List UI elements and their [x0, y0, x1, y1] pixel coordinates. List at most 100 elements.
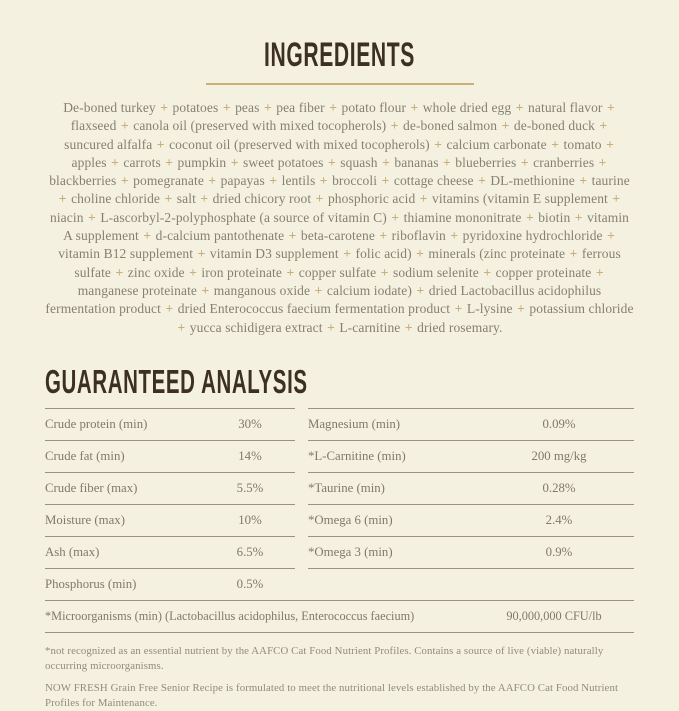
nutrient-label: Crude fiber (max): [45, 480, 138, 495]
plus-separator: +: [120, 118, 129, 134]
plus-separator: +: [230, 154, 239, 170]
title-underline-rule: [205, 83, 474, 85]
nutrient-value: 0.9%: [545, 544, 573, 559]
plus-separator: +: [165, 301, 174, 317]
plus-separator: +: [390, 118, 399, 134]
plus-separator: +: [177, 319, 186, 335]
plus-separator: +: [416, 246, 424, 262]
plus-separator: +: [606, 136, 614, 152]
nutrient-label: Phosphorus (min): [45, 576, 137, 591]
plus-separator: +: [222, 100, 231, 115]
plus-separator: +: [501, 118, 510, 134]
plus-separator: +: [327, 319, 335, 335]
plus-separator: +: [574, 209, 583, 225]
plus-separator: +: [156, 136, 165, 152]
table-row: Crude fiber (max) 5.5%: [45, 471, 295, 504]
plus-separator: +: [197, 246, 206, 262]
plus-separator: +: [391, 209, 400, 225]
plus-separator: +: [520, 154, 529, 170]
plus-separator: +: [579, 173, 588, 189]
plus-separator: +: [525, 209, 534, 225]
plus-separator: +: [434, 136, 442, 152]
plus-separator: +: [115, 264, 124, 280]
plus-separator: +: [189, 264, 197, 280]
plus-separator: +: [450, 228, 459, 244]
plus-separator: +: [517, 301, 525, 317]
plus-separator: +: [269, 173, 278, 189]
plus-separator: +: [201, 282, 210, 298]
plus-separator: +: [143, 228, 152, 244]
plus-separator: +: [329, 100, 337, 115]
plus-separator: +: [599, 118, 608, 134]
plus-separator: +: [160, 100, 169, 115]
plus-separator: +: [58, 191, 67, 207]
ingredients-text: De-boned turkey + potatoes + peas + pea …: [45, 100, 634, 335]
nutrient-value: 2.4%: [545, 512, 573, 527]
nutrient-value: 30%: [238, 416, 262, 431]
plus-separator: +: [208, 173, 217, 189]
plus-separator: +: [88, 209, 96, 225]
nutrient-label: Ash (max): [45, 544, 100, 559]
plus-separator: +: [111, 154, 119, 170]
nutrient-label: *Omega 6 (min): [308, 512, 393, 527]
analysis-right-column: Magnesium (min) 0.09% *L-Carnitine (min) 20…: [308, 407, 634, 569]
plus-separator: +: [379, 228, 388, 244]
plus-separator: +: [314, 282, 323, 298]
nutrient-value: 10%: [238, 512, 262, 527]
plus-separator: +: [410, 100, 419, 115]
plus-separator: +: [327, 154, 336, 170]
plus-separator: +: [607, 228, 615, 244]
plus-separator: +: [380, 264, 389, 280]
plus-separator: +: [551, 136, 560, 152]
plus-separator: +: [454, 301, 463, 317]
plus-separator: +: [595, 264, 604, 280]
plus-separator: +: [286, 264, 295, 280]
plus-separator: +: [416, 282, 425, 298]
plus-separator: +: [515, 100, 524, 115]
table-row: *Omega 3 (min) 0.9%: [308, 535, 634, 569]
table-row-microorganisms: *Microorganisms (min) (Lactobacillus aci…: [45, 599, 634, 633]
plus-separator: +: [443, 154, 451, 170]
nutrient-value: 6.5%: [236, 544, 264, 559]
plus-separator: +: [315, 191, 324, 207]
table-row: Crude fat (min) 14%: [45, 439, 295, 472]
plus-separator: +: [404, 319, 413, 335]
table-row: *Omega 6 (min) 2.4%: [308, 503, 634, 536]
table-row: Moisture (max) 10%: [45, 503, 295, 536]
pet-food-label: INGREDIENTS De-boned turkey + potatoes +…: [45, 36, 634, 709]
plus-separator: +: [607, 100, 615, 115]
nutrient-label: *Omega 3 (min): [308, 544, 393, 559]
nutrient-value: 0.5%: [236, 576, 264, 591]
nutrient-value: 90,000,000 CFU/lb: [506, 608, 602, 623]
table-row: *Taurine (min) 0.28%: [308, 471, 634, 504]
plus-separator: +: [319, 173, 328, 189]
nutrient-label: Crude protein (min): [45, 416, 148, 431]
nutrient-label: Magnesium (min): [308, 416, 401, 431]
footnote-formulation-statement: NOW FRESH Grain Free Senior Recipe is fo…: [45, 681, 619, 709]
table-row: Phosphorus (min) 0.5%: [45, 567, 295, 600]
footnote-aafco-asterisk: *not recognized as an essential nutrient…: [45, 644, 604, 672]
plus-separator: +: [419, 191, 428, 207]
guaranteed-analysis-table: Crude protein (min) 30% Crude fat (min) 14%…: [45, 407, 634, 600]
ingredients-title: INGREDIENTS: [264, 36, 415, 74]
nutrient-value: 200 mg/kg: [531, 448, 587, 463]
plus-separator: +: [164, 191, 173, 207]
nutrient-value: 14%: [238, 448, 262, 463]
nutrient-value: 0.28%: [542, 480, 576, 495]
plus-separator: +: [612, 191, 621, 207]
plus-separator: +: [120, 173, 129, 189]
guaranteed-analysis-title: GUARANTEED ANALYSIS: [45, 362, 308, 400]
nutrient-label: Moisture (max): [45, 512, 125, 527]
plus-separator: +: [200, 191, 209, 207]
analysis-left-column: Crude protein (min) 30% Crude fat (min) 14%…: [45, 407, 295, 600]
nutrient-label: *Microorganisms (min) (Lactobacillus aci…: [45, 608, 415, 623]
nutrient-label: *Taurine (min): [308, 480, 385, 495]
plus-separator: +: [165, 154, 174, 170]
plus-separator: +: [478, 173, 486, 189]
table-row: Ash (max) 6.5%: [45, 535, 295, 568]
table-row: Crude protein (min) 30%: [45, 407, 295, 440]
plus-separator: +: [598, 154, 607, 170]
plus-separator: +: [483, 264, 492, 280]
nutrient-label: Crude fat (min): [45, 448, 125, 463]
nutrient-value: 5.5%: [236, 480, 264, 495]
